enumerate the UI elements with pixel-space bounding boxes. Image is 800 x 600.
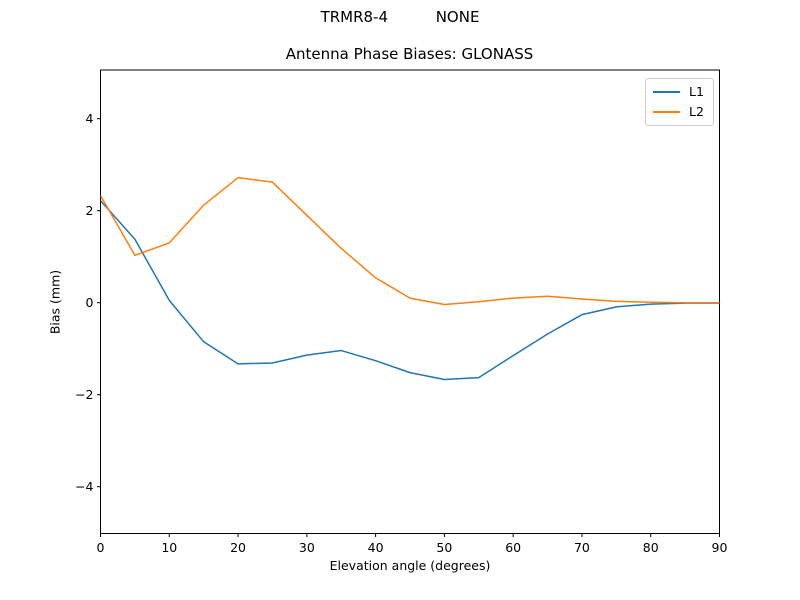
x-tick-label: 70 — [574, 540, 590, 555]
line-series-L2 — [100, 176, 720, 306]
x-axis-label: Elevation angle (degrees) — [329, 558, 491, 573]
legend-line-sample-L1 — [653, 91, 680, 93]
legend-label: L2 — [689, 104, 704, 119]
legend-line-sample-L2 — [653, 111, 680, 113]
x-tick-label: 30 — [299, 540, 315, 555]
y-tick-label: −2 — [75, 387, 93, 402]
legend-entry-L2: L2 — [653, 102, 704, 122]
y-tick-label: 4 — [86, 111, 94, 126]
x-tick-label: 80 — [643, 540, 659, 555]
x-tick-label: 10 — [161, 540, 177, 555]
axes-title: Antenna Phase Biases: GLONASS — [285, 45, 534, 63]
legend-label: L1 — [689, 84, 704, 99]
y-tick-label: 2 — [86, 203, 94, 218]
x-tick-label: 50 — [436, 540, 452, 555]
y-axis-label: Bias (mm) — [47, 269, 63, 335]
line-series-L1 — [100, 200, 720, 381]
x-tick-label: 40 — [368, 540, 384, 555]
x-tick-label: 20 — [230, 540, 246, 555]
x-tick-label: 90 — [712, 540, 728, 555]
y-tick-label: −4 — [75, 479, 93, 494]
x-tick-label: 0 — [97, 540, 105, 555]
legend: L1 L2 — [645, 78, 714, 126]
x-tick-label: 60 — [505, 540, 521, 555]
figure-suptitle: TRMR8-4 NONE — [320, 8, 480, 26]
axes-spines — [100, 69, 720, 534]
legend-entry-L1: L1 — [653, 82, 704, 102]
y-tick-label: 0 — [86, 295, 94, 310]
